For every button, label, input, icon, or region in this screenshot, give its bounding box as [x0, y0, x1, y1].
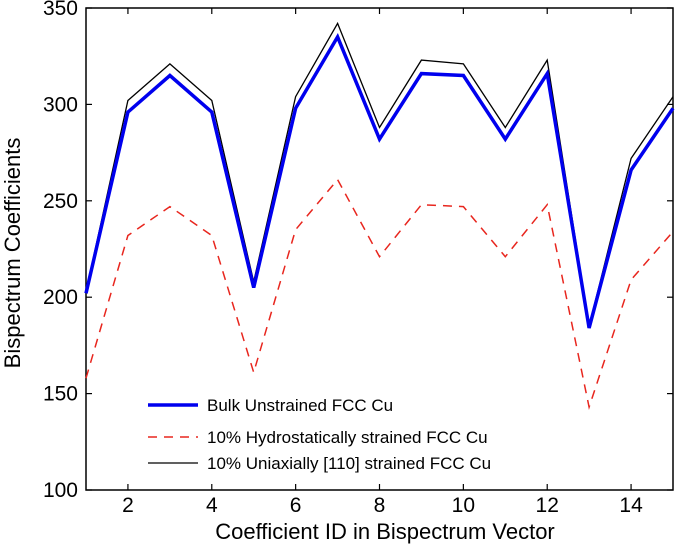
x-tick-label: 8 [374, 494, 386, 517]
legend-label-0: Bulk Unstrained FCC Cu [207, 396, 393, 415]
x-axis: 2 4 6 8 10 12 14 [122, 8, 643, 517]
legend: Bulk Unstrained FCC Cu 10% Hydrostaticall… [148, 396, 491, 473]
series-line-0 [84, 32, 675, 329]
y-tick-label: 300 [43, 93, 78, 116]
x-tick-label: 2 [122, 494, 134, 517]
x-tick-label: 14 [619, 494, 643, 517]
x-tick-label: 10 [452, 494, 475, 517]
x-axis-title: Coefficient ID in Bispectrum Vector [215, 519, 555, 544]
y-tick-label: 350 [43, 0, 78, 20]
legend-label-1: 10% Hydrostatically strained FCC Cu [207, 428, 488, 447]
y-axis: 100 150 200 250 300 350 [43, 0, 673, 502]
y-tick-label: 200 [43, 286, 78, 309]
series-line-1 [85, 178, 674, 410]
x-tick-label: 6 [290, 494, 302, 517]
y-tick-label: 100 [43, 479, 78, 502]
x-tick-label: 4 [206, 494, 218, 517]
y-tick-label: 250 [43, 190, 78, 213]
y-tick-label: 150 [43, 383, 78, 406]
series-layer [84, 21, 675, 410]
series-line-2 [85, 21, 674, 327]
y-axis-title: Bispectrum Coefficients [0, 138, 25, 369]
legend-label-2: 10% Uniaxially [110] strained FCC Cu [207, 454, 491, 473]
x-tick-label: 12 [536, 494, 559, 517]
